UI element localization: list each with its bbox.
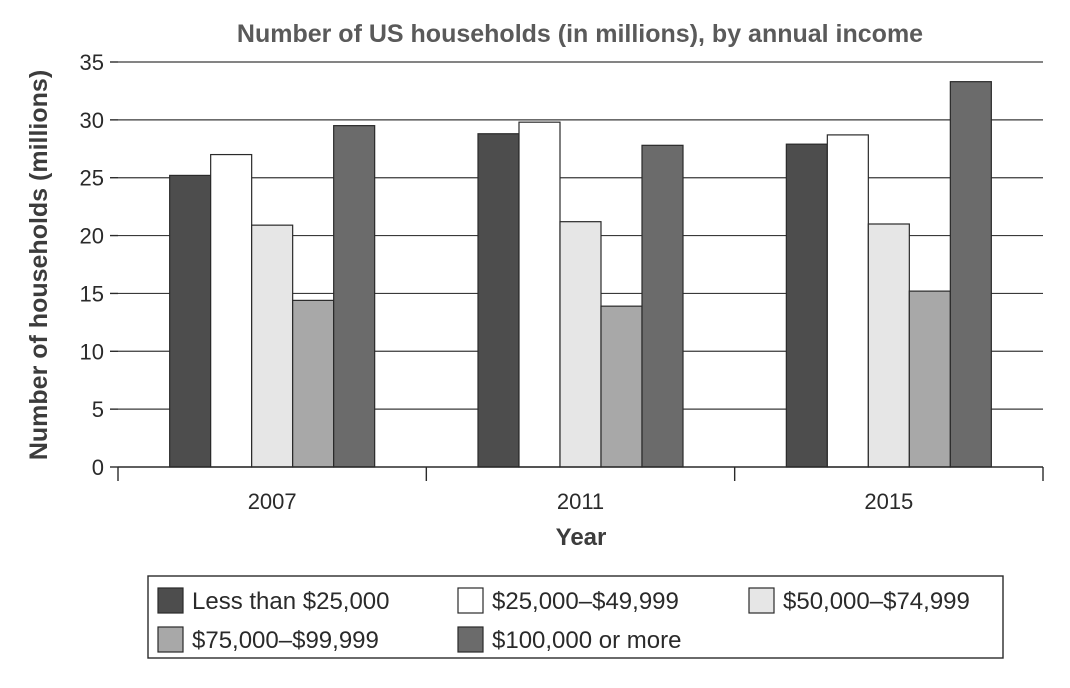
- legend-swatch: [157, 587, 184, 614]
- y-tick-label: 0: [92, 455, 104, 480]
- y-tick-label: 5: [92, 397, 104, 422]
- bar: [251, 224, 294, 468]
- chart-title: Number of US households (in millions), b…: [237, 20, 923, 48]
- bar: [210, 153, 253, 468]
- legend: Less than $25,000 $25,000–$49,999 $50,000–…: [147, 575, 1004, 659]
- bar: [867, 223, 910, 468]
- legend-box: [147, 575, 1004, 659]
- legend-swatch: [157, 626, 184, 653]
- x-tick-label: 2007: [248, 489, 297, 514]
- legend-label: $75,000–$99,999: [192, 627, 379, 654]
- axes: 0 5 10 15 20 25 30 35 2007 2011 2015: [80, 50, 1044, 514]
- bar: [826, 134, 869, 468]
- bar: [292, 299, 335, 468]
- bar: [908, 290, 951, 468]
- y-tick-label: 25: [80, 166, 104, 191]
- bar: [333, 125, 376, 468]
- bar: [949, 81, 992, 468]
- x-tick-label: 2011: [557, 489, 604, 514]
- y-tick-label: 15: [80, 281, 104, 306]
- y-tick-label: 35: [80, 50, 104, 75]
- legend-label: $100,000 or more: [492, 627, 681, 654]
- legend-swatch: [457, 626, 484, 653]
- y-tick-label: 30: [80, 108, 104, 133]
- bar: [641, 144, 684, 468]
- y-tick-label: 20: [80, 224, 104, 249]
- legend-label: $25,000–$49,999: [492, 588, 679, 615]
- bar: [600, 305, 643, 468]
- x-axis-label: Year: [556, 524, 607, 551]
- y-axis-label: Number of households (millions): [25, 70, 53, 460]
- bar: [559, 221, 602, 468]
- legend-label: Less than $25,000: [192, 588, 390, 615]
- legend-swatch: [748, 587, 775, 614]
- legend-swatch: [457, 587, 484, 614]
- legend-label: $50,000–$74,999: [783, 588, 970, 615]
- bar: [785, 143, 828, 468]
- y-tick-label: 10: [80, 339, 104, 364]
- bar: [518, 121, 561, 468]
- bar: [477, 133, 520, 468]
- bar: [169, 174, 212, 468]
- x-tick-label: 2015: [864, 489, 913, 514]
- bars: [169, 81, 992, 468]
